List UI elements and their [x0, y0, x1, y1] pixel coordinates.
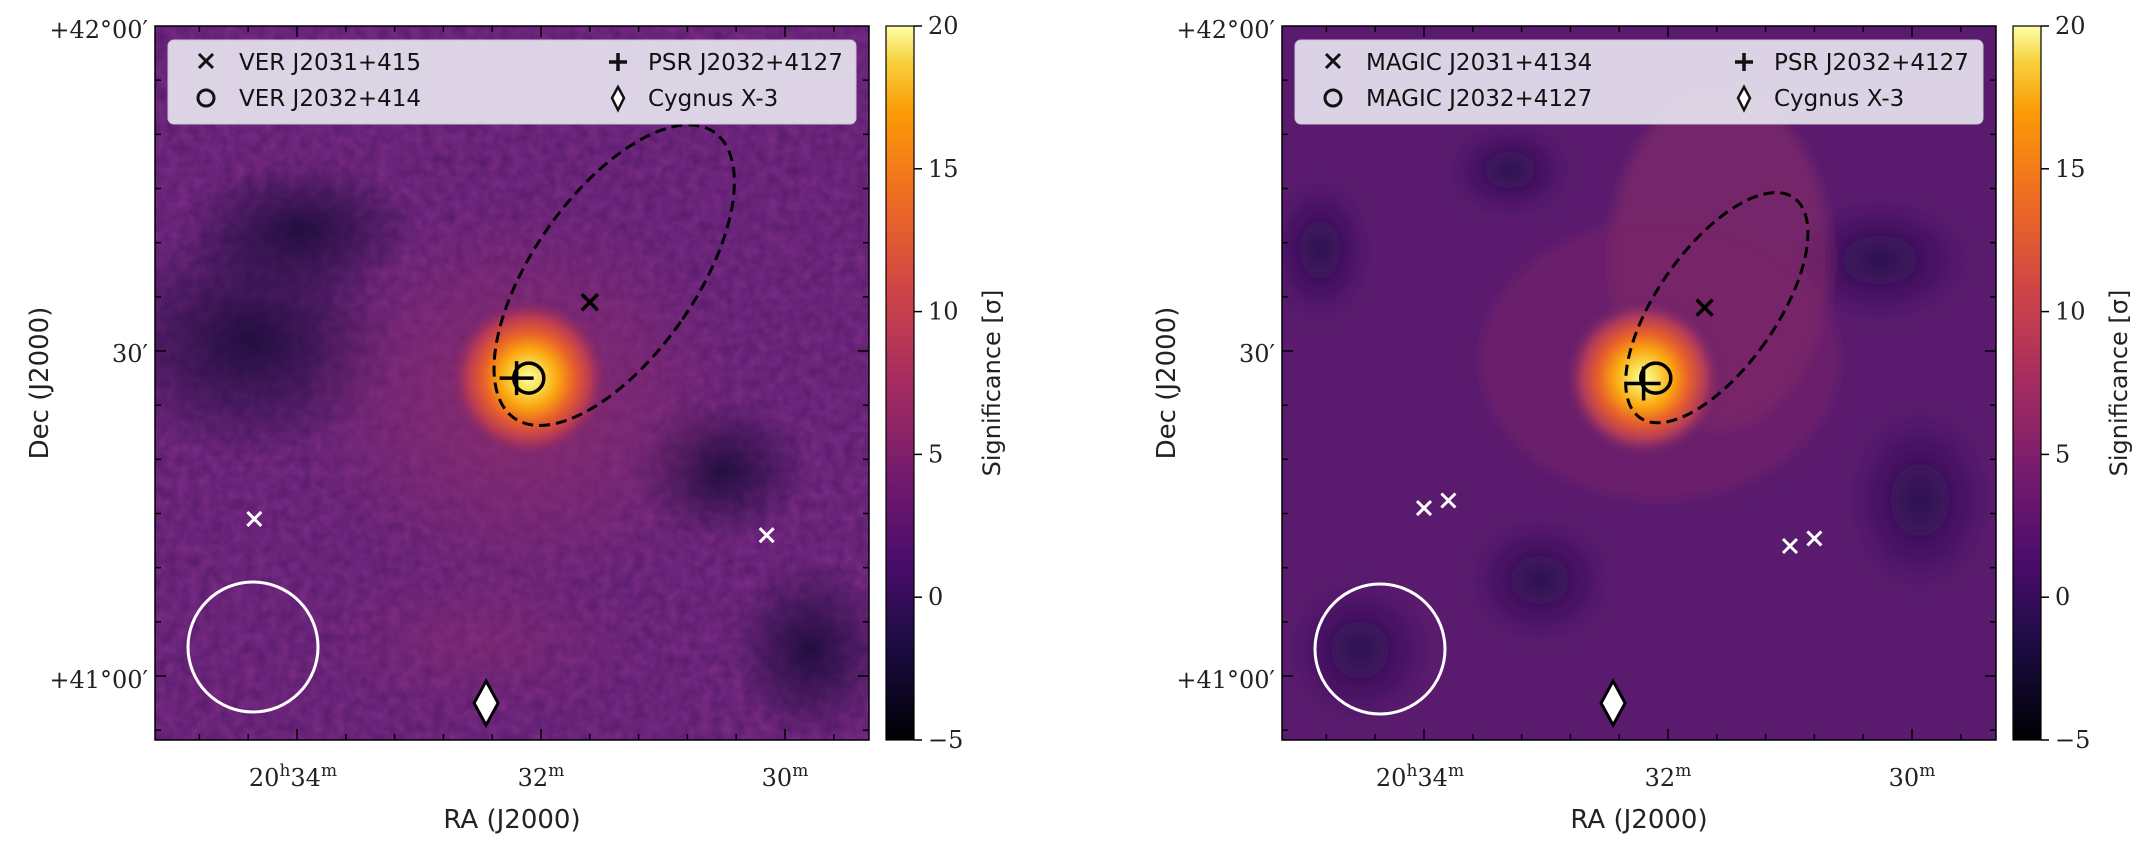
- legend-left: VER J2031+415 VER J2032+414 PSR J2032+41…: [167, 39, 857, 125]
- legend-label: PSR J2032+4127: [648, 50, 843, 76]
- white-cross-marker: [1440, 492, 1457, 509]
- x-tick-sup: m: [1919, 761, 1935, 781]
- colorbar-title: Significance [σ]: [2105, 290, 2133, 477]
- x-tick-label: 30m: [1889, 761, 1936, 792]
- skymap-left: [155, 26, 869, 740]
- overlay-right: [1313, 191, 1823, 729]
- x-tick-label-part: 30: [1889, 764, 1920, 792]
- panel-left: VER J2031+415 VER J2032+414 PSR J2032+41…: [25, 12, 1006, 835]
- axis-ticks-left: [155, 26, 869, 740]
- colorbar-tick-label: 10: [928, 298, 959, 326]
- extent-ellipse: [1624, 191, 1810, 425]
- y-tick-label: 30′: [112, 340, 148, 368]
- colorbar-tick-label: 5: [2055, 440, 2070, 468]
- legend-label: PSR J2032+4127: [1774, 50, 1969, 76]
- y-tick-label: +42°00′: [49, 16, 148, 44]
- cygnus-x3-marker: [472, 677, 500, 729]
- overlay-left: [186, 123, 775, 729]
- colorbar-tick-label: 20: [928, 12, 959, 40]
- x-tick-label-part: 20: [1376, 764, 1407, 792]
- legend-label: VER J2031+415: [239, 50, 421, 76]
- x-tick-label: 30m: [762, 761, 809, 792]
- x-tick-sup: h: [279, 761, 290, 781]
- legend-label: MAGIC J2031+4134: [1366, 50, 1592, 76]
- legend-diamond-icon: [610, 84, 626, 113]
- colorbar-ticks-right: 20 15 10 5 0 −5: [2041, 12, 2090, 754]
- legend-label: Cygnus X-3: [1774, 86, 1904, 112]
- y-tick-label: 30′: [1239, 340, 1275, 368]
- white-cross-marker: [246, 510, 263, 527]
- x-tick-label: 32m: [1645, 761, 1692, 792]
- x-tick-sup: m: [792, 761, 808, 781]
- y-tick-label: +42°00′: [1176, 16, 1275, 44]
- x-tick-label: 20h34m: [249, 761, 337, 792]
- legend-circle-icon: [196, 88, 216, 108]
- y-tick-label: +41°00′: [49, 666, 148, 694]
- colorbar-tick-label: 0: [2055, 583, 2070, 611]
- axis-ticks-right: [1282, 26, 1996, 740]
- x-tick-sup: m: [1448, 761, 1464, 781]
- white-cross-marker: [1415, 500, 1433, 517]
- legend-label: VER J2032+414: [239, 86, 421, 112]
- plot-frame-right: [1281, 25, 1997, 741]
- legend-plus-icon: [609, 53, 627, 71]
- x-tick-sup: m: [548, 761, 564, 781]
- colorbar-tick-label: −5: [928, 726, 963, 754]
- colorbar-tick-label: 20: [2055, 12, 2086, 40]
- x-axis-title: RA (J2000): [443, 805, 580, 835]
- panel-right: MAGIC J2031+4134 MAGIC J2032+4127 PSR J2…: [1152, 12, 2133, 835]
- legend-label: MAGIC J2032+4127: [1366, 86, 1592, 112]
- x-tick-label: 32m: [518, 761, 565, 792]
- white-cross-marker: [1781, 537, 1799, 555]
- pulsar-marker: [1626, 366, 1661, 401]
- colorbar-tick-label: 5: [928, 440, 943, 468]
- white-crosses-left: [246, 510, 775, 544]
- x-tick-sup: h: [1406, 761, 1417, 781]
- x-tick-label-part: 32: [518, 764, 549, 792]
- x-tick-sup: m: [1675, 761, 1691, 781]
- legend-circle-icon: [1323, 88, 1343, 108]
- extended-source-marker: [580, 293, 600, 312]
- colorbar-tick-label: 15: [2055, 155, 2086, 183]
- colorbar-right: 20 15 10 5 0 −5 Significance [σ]: [2012, 12, 2133, 754]
- colorbar-ticks-left: 20 15 10 5 0 −5: [914, 12, 963, 754]
- psf-circle: [186, 580, 320, 714]
- cygnus-x3-marker: [1599, 677, 1627, 729]
- x-axis-title: RA (J2000): [1570, 805, 1707, 835]
- colorbar-tick-label: −5: [2055, 726, 2090, 754]
- colorbar-left: 20 15 10 5 0 −5 Significance [σ]: [885, 12, 1006, 754]
- colorbar-title: Significance [σ]: [978, 290, 1006, 477]
- legend-right: MAGIC J2031+4134 MAGIC J2032+4127 PSR J2…: [1294, 39, 1984, 125]
- legend-diamond-icon: [1736, 84, 1752, 113]
- x-tick-sup: m: [321, 761, 337, 781]
- y-axis-title: Dec (J2000): [1152, 307, 1182, 460]
- plot-frame-left: [154, 25, 870, 741]
- point-source-marker: [1639, 361, 1673, 395]
- x-tick-label-part: 34: [290, 764, 321, 792]
- y-axis-title: Dec (J2000): [25, 307, 55, 460]
- x-tick-label: 20h34m: [1376, 761, 1464, 792]
- colorbar-tick-label: 0: [928, 583, 943, 611]
- skymap-right: [1282, 26, 1996, 740]
- extended-source-marker: [1695, 298, 1714, 317]
- colorbar-tick-label: 15: [928, 155, 959, 183]
- pulsar-marker: [499, 361, 534, 396]
- x-tick-label-part: 30: [762, 764, 793, 792]
- x-tick-label-part: 34: [1417, 764, 1448, 792]
- psf-circle: [1313, 582, 1447, 716]
- white-cross-marker: [1806, 530, 1823, 547]
- white-cross-marker: [758, 527, 775, 544]
- legend-plus-icon: [1735, 53, 1753, 71]
- colorbar-tick-label: 10: [2055, 298, 2086, 326]
- extent-ellipse: [492, 123, 736, 427]
- legend-x-icon: [1324, 52, 1342, 70]
- white-crosses-right: [1415, 492, 1823, 555]
- y-tick-label: +41°00′: [1176, 666, 1275, 694]
- x-tick-label-part: 32: [1645, 764, 1676, 792]
- x-tick-label-part: 20: [249, 764, 280, 792]
- legend-label: Cygnus X-3: [648, 86, 778, 112]
- legend-x-icon: [197, 52, 215, 70]
